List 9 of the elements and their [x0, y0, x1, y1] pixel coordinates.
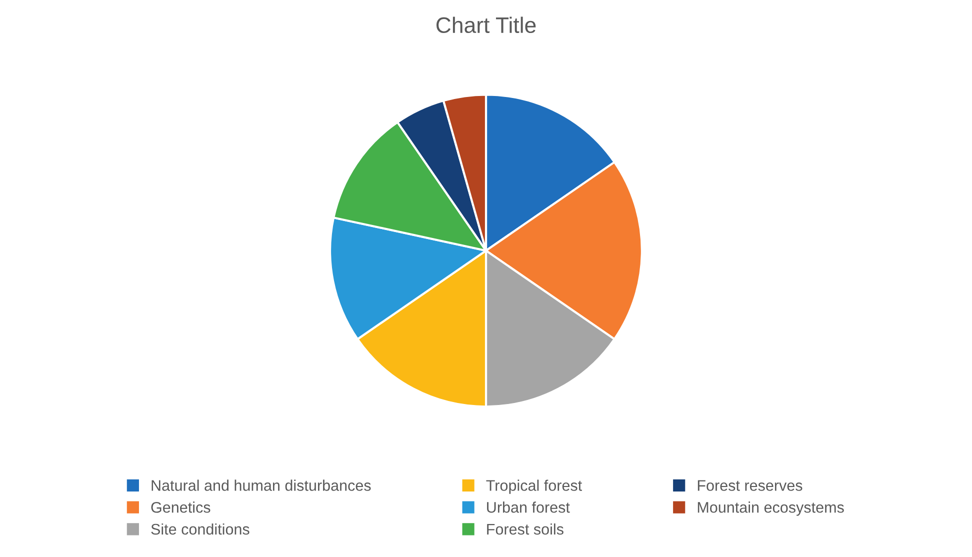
legend-label: Tropical forest [486, 480, 582, 494]
legend-label: Forest reserves [698, 480, 802, 491]
chart-title: Chart Title [436, 16, 536, 34]
legend-label: Natural and human disturbances [152, 480, 371, 491]
legend-label: Site conditions [151, 523, 250, 535]
legend-label: Mountain ecosystems [698, 502, 844, 516]
legend-label: Genetics [151, 502, 210, 513]
legend-label: Urban forest [487, 502, 570, 513]
legend-label: Forest soils [487, 523, 564, 535]
